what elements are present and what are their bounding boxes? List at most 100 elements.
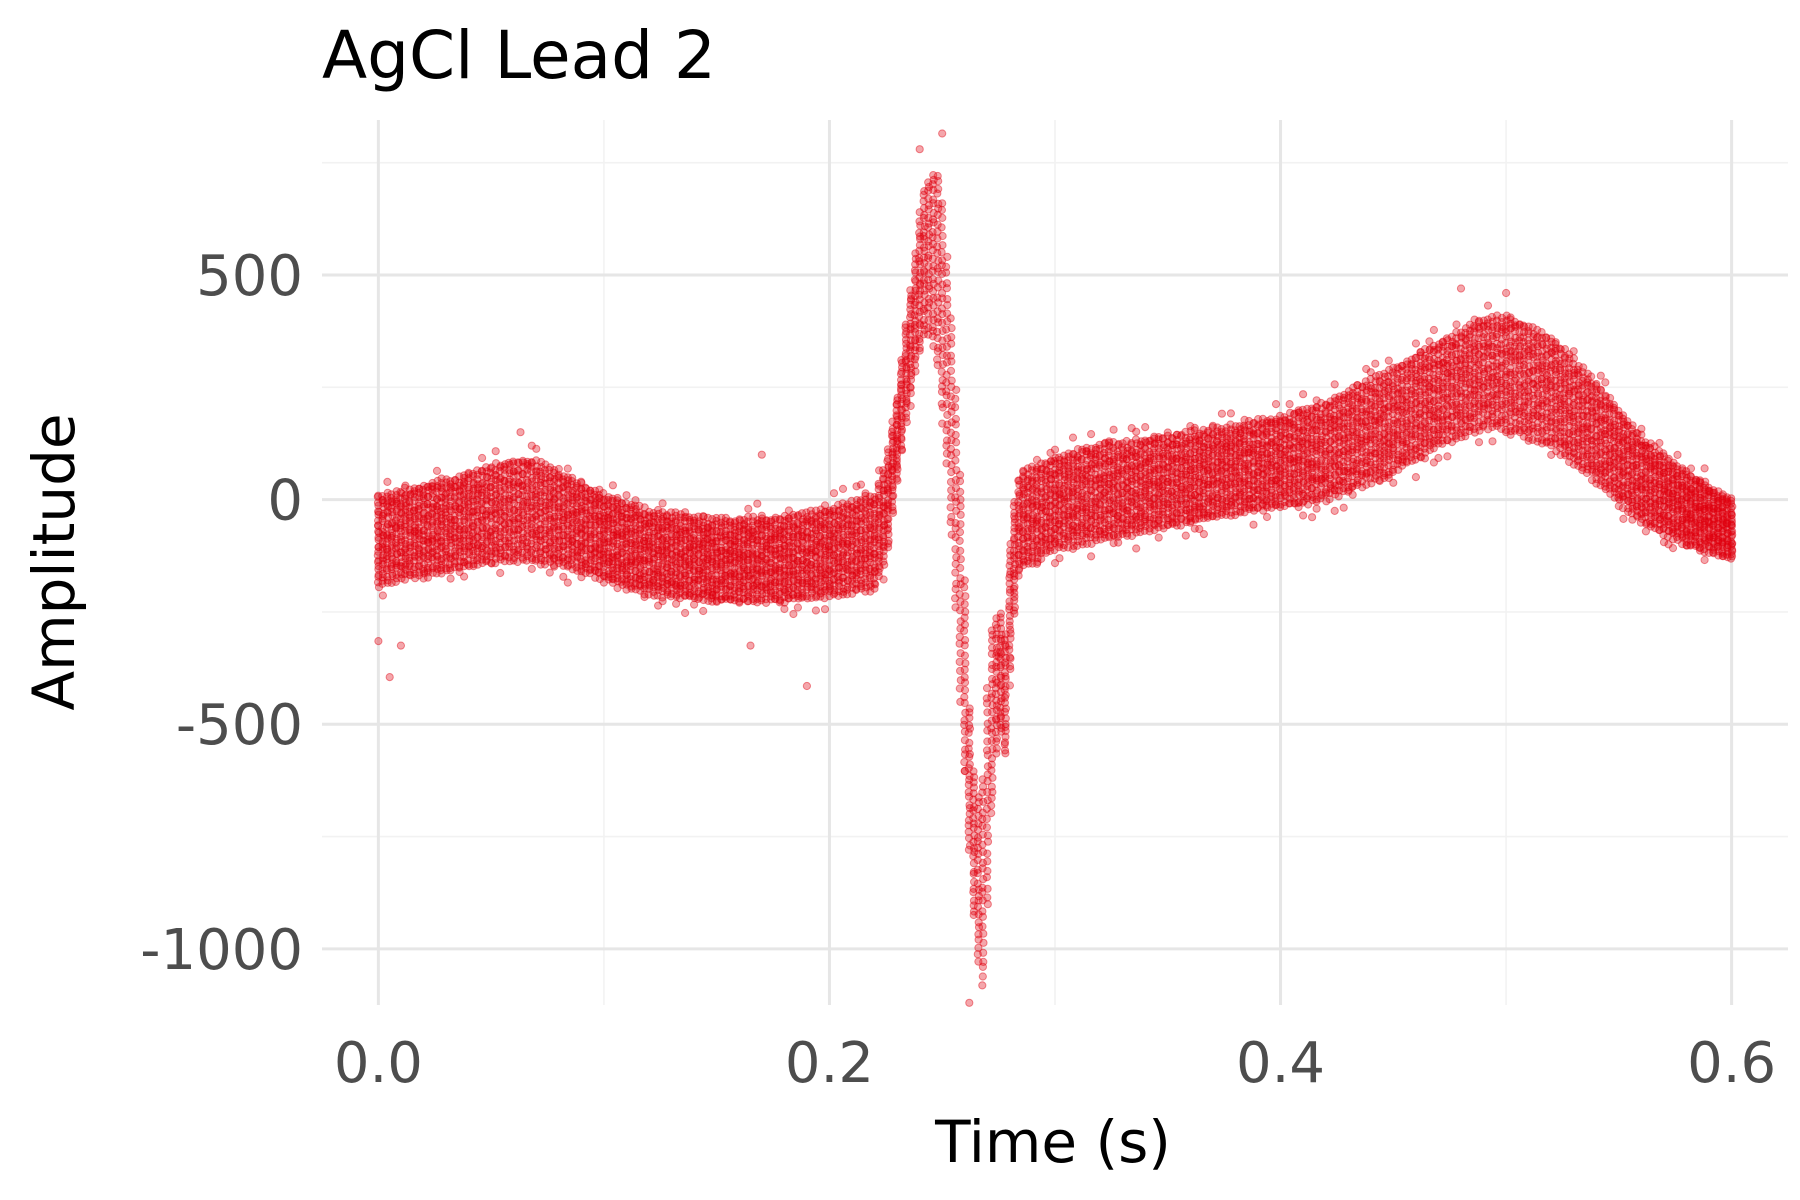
data-point: [472, 511, 482, 520]
data-point: [478, 479, 487, 488]
data-point: [405, 516, 415, 526]
data-point: [392, 542, 401, 551]
data-point: [378, 511, 388, 521]
data-point: [424, 558, 433, 567]
data-point: [969, 767, 978, 776]
data-point: [793, 603, 803, 612]
data-point: [455, 504, 464, 513]
data-point: [1005, 662, 1015, 671]
data-point: [401, 498, 411, 507]
data-point: [427, 482, 437, 491]
data-point: [432, 534, 441, 543]
data-point: [423, 522, 432, 531]
data-point: [415, 484, 424, 493]
data-point: [469, 547, 478, 556]
data-point: [1055, 554, 1064, 563]
data-point: [473, 480, 483, 489]
data-point: [442, 489, 451, 498]
data-point: [455, 497, 464, 506]
data-point: [414, 562, 423, 571]
data-point: [423, 573, 433, 582]
data-point: [477, 497, 487, 506]
data-point: [446, 515, 456, 524]
data-point: [405, 562, 414, 571]
data-point: [451, 502, 460, 511]
data-point: [387, 562, 396, 571]
data-point: [419, 494, 428, 503]
data-point: [419, 536, 428, 545]
data-point: [978, 972, 987, 981]
data-point: [906, 401, 915, 411]
data-point: [423, 500, 432, 509]
data-point: [423, 528, 432, 537]
data-point: [447, 538, 456, 548]
data-point: [387, 497, 396, 506]
data-point: [374, 521, 383, 531]
data-point: [379, 556, 388, 565]
data-point: [410, 487, 419, 496]
data-point: [441, 494, 450, 503]
data-point: [392, 563, 401, 572]
data-point: [468, 507, 477, 516]
data-point: [424, 503, 433, 512]
data-point: [965, 721, 974, 730]
data-point: [937, 205, 947, 215]
data-point: [459, 534, 468, 543]
data-point: [478, 555, 487, 564]
data-point: [838, 484, 848, 493]
data-point: [428, 537, 437, 547]
data-point: [446, 521, 455, 531]
data-point: [374, 572, 383, 581]
data-point: [979, 938, 988, 947]
data-point: [469, 497, 478, 506]
data-point: [441, 501, 451, 510]
data-point: [473, 505, 482, 514]
data-point: [1132, 544, 1141, 553]
data-point: [446, 518, 455, 527]
data-point: [414, 518, 423, 527]
data-point: [406, 490, 415, 499]
data-point: [428, 510, 437, 519]
data-point: [392, 499, 401, 508]
data-point: [383, 545, 392, 554]
data-point: [436, 498, 445, 507]
data-point: [478, 471, 487, 480]
data-point: [391, 521, 400, 530]
data-point: [423, 568, 432, 577]
data-point: [446, 477, 455, 486]
data-point: [379, 502, 388, 511]
data-point: [455, 511, 464, 520]
data-point: [442, 528, 451, 538]
data-point: [384, 512, 393, 521]
data-point: [468, 469, 478, 478]
data-point: [428, 553, 437, 562]
data-point: [451, 476, 460, 485]
data-point: [378, 523, 387, 533]
data-point: [410, 527, 419, 536]
data-point: [942, 262, 951, 271]
data-point: [414, 571, 424, 580]
data-point: [464, 511, 474, 520]
data-point: [419, 551, 428, 561]
data-point: [445, 532, 455, 541]
data-point: [392, 529, 401, 539]
data-point: [423, 499, 432, 509]
data-point: [397, 509, 406, 518]
data-point: [400, 491, 410, 500]
data-point: [478, 523, 487, 532]
data-point: [450, 516, 459, 525]
data-point: [409, 565, 418, 574]
data-point: [433, 476, 442, 485]
data-point: [373, 492, 382, 501]
data-point: [477, 544, 486, 553]
data-point: [374, 547, 383, 556]
data-point: [428, 534, 437, 543]
data-point: [477, 479, 486, 488]
data-point: [387, 490, 396, 499]
data-point: [378, 576, 387, 585]
data-point: [469, 507, 478, 516]
data-point: [473, 544, 482, 553]
data-point: [387, 559, 397, 568]
data-point: [477, 516, 486, 525]
